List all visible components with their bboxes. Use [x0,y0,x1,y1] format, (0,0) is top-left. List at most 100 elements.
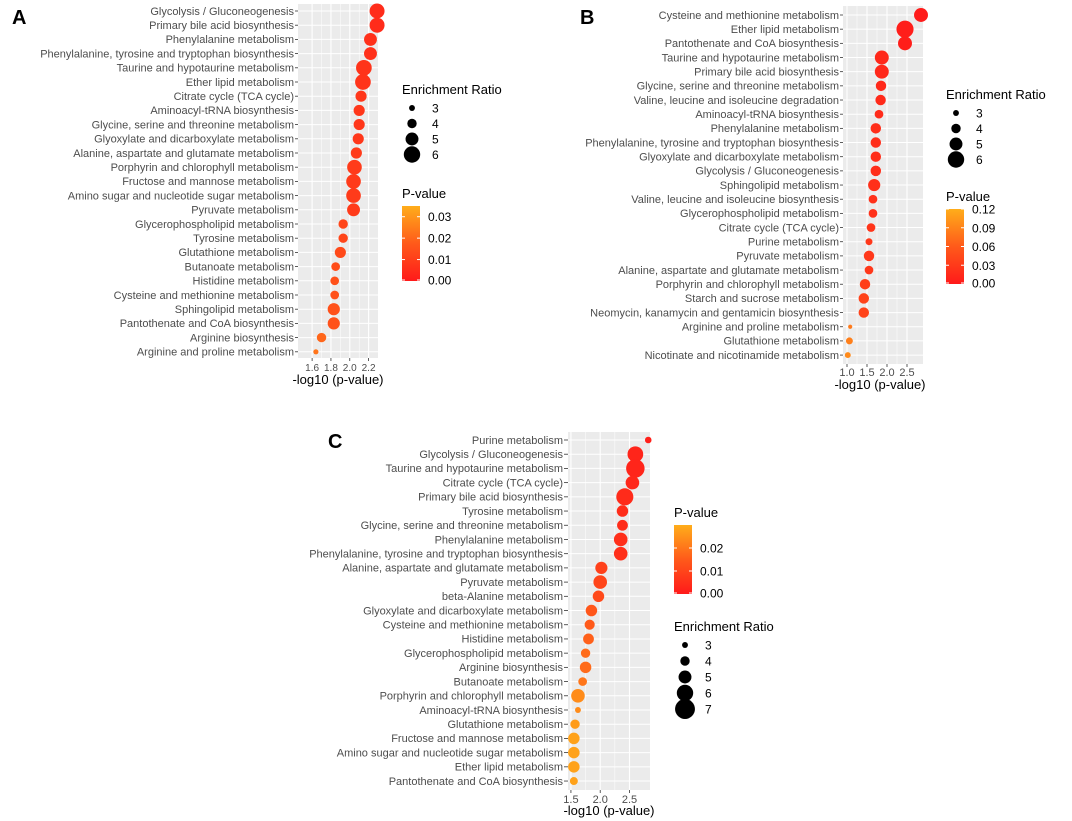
panel-a-pathway-label: Phenylalanine metabolism [166,34,294,46]
panel-b-data-point: Valine, leucine and isoleucine biosynthe… [868,194,878,204]
panel-c-color-bar [674,525,692,594]
panel-a-size-legend-dot [409,105,415,111]
panel-b-pathway-label: Sphingolipid metabolism [720,180,839,192]
panel-b-data-point: Arginine and proline metabolism [848,324,853,329]
panel-a-data-point: Citrate cycle (TCA cycle) [355,90,367,102]
panel-b-pathway-label: Aminoacyl-tRNA biosynthesis [695,109,839,121]
panel-b-pathway-label: Purine metabolism [748,237,839,249]
panel-a-pathway-label: Arginine biosynthesis [190,332,294,344]
panel-b-pathway-label: Arginine and proline metabolism [682,322,839,334]
panel-c-pathway-label: Pantothenate and CoA biosynthesis [389,776,564,788]
panel-b-x-tick-label: 1.5 [859,367,874,379]
panel-c-pathway-label: Tyrosine metabolism [462,506,563,518]
panel-b-x-tick-label: 2.5 [899,367,914,379]
panel-c-pathway-label: Glycerophospholipid metabolism [404,648,563,660]
panel-a-data-point: Glyoxylate and dicarboxylate metabolism [352,133,364,145]
panel-a-x-tick-label: 2.2 [362,363,376,374]
panel-c-data-point: Pantothenate and CoA biosynthesis [569,777,578,786]
panel-b-size-legend-dot [949,137,963,151]
panel-a-data-point: Histidine metabolism [330,276,340,286]
panel-a-pathway-label: Glutathione metabolism [178,247,294,259]
panel-c-x-ticks: 1.5 2.0 2.5 [563,790,637,806]
panel-c-data-point: Cysteine and methionine metabolism [584,619,595,630]
panel-c-size-legend-dot [676,684,694,702]
panel-b-pathway-label: Pyruvate metabolism [736,251,839,263]
panel-b-data-point: Glycolysis / Gluconeogenesis [870,165,882,177]
panel-b-data-point: Glycerophospholipid metabolism [868,209,878,218]
panel-a-data-point: Porphyrin and chlorophyll metabolism [347,159,362,175]
panel-a-data-point: Aminoacyl-tRNA biosynthesis [353,104,365,116]
panel-b-pathway-label: Phenylalanine metabolism [711,123,839,135]
panel-b-data-point: Citrate cycle (TCA cycle) [866,223,876,232]
panel-b-color-legend-label: 0.03 [972,259,996,273]
panel-a-data-point: Arginine biosynthesis [316,332,327,343]
panel-a-data-point: Amino sugar and nucleotide sugar metabol… [346,188,361,203]
panel-a-pathway-label: Arginine and proline metabolism [137,347,294,359]
panel-a-color-legend-label: 0.02 [428,232,452,246]
panel-a-data-point: Sphingolipid metabolism [327,303,340,316]
panel-a-pathway-label: Alanine, aspartate and glutamate metabol… [73,148,294,160]
panel-c-size-legend-label: 7 [705,703,712,717]
panel-b-data-point: Valine, leucine and isoleucine degradati… [875,94,886,106]
panel-b-pathway-label: Nicotinate and nicotinamide metabolism [645,350,839,362]
panel-a-pathway-labels: Glycolysis / Gluconeogenesis Primary bile… [40,6,298,359]
panel-b-data-point: Pantothenate and CoA biosynthesis [898,36,912,51]
panel-b-data-point: Cysteine and methionine metabolism [914,8,928,22]
panel-b-pathway-label: Starch and sucrose metabolism [685,293,839,305]
panel-a-data-point: Butanoate metabolism [331,262,340,271]
panel-a-data-point: Tyrosine metabolism [338,233,348,243]
panel-a-pathway-label: Histidine metabolism [193,276,294,288]
panel-a-pathway-label: Citrate cycle (TCA cycle) [174,91,294,103]
panel-a-size-legend-label: 6 [432,148,439,162]
panel-b-data-point: Phenylalanine, tyrosine and tryptophan b… [870,137,882,148]
panel-c-color-legend-label: 0.01 [700,565,724,579]
panel-c-size-legend-dot [675,699,695,719]
panel-c-data-point: Ether lipid metabolism [568,761,580,773]
panel-c-data-point: Phenylalanine metabolism [613,532,628,547]
panel-c-data-point: Citrate cycle (TCA cycle) [625,475,640,490]
panel-b-x-axis-title: -log10 (p-value) [834,377,925,392]
panel-b-size-legend-label: 3 [976,107,983,121]
panel-b-data-point: Purine metabolism [865,238,873,246]
panel-c-data-point: Taurine and hypotaurine metabolism [626,459,645,478]
panel-c-pathway-label: Taurine and hypotaurine metabolism [386,463,563,475]
panel-a-pathway-label: Porphyrin and chlorophyll metabolism [111,162,294,174]
panel-a-pathway-label: Glycine, serine and threonine metabolism [92,119,294,131]
panel-b-data-point: Ether lipid metabolism [896,20,914,38]
panel-b-pathway-label: Phenylalanine, tyrosine and tryptophan b… [585,137,839,149]
panel-c-data-point: Aminoacyl-tRNA biosynthesis [575,707,581,713]
panel-c-data-point: Glycine, serine and threonine metabolism [617,519,628,531]
panel-c-x-tick-label: 2.5 [622,794,637,806]
panel-b-color-bar [946,209,964,284]
panel-a-x-axis-title: -log10 (p-value) [292,372,383,387]
panel-a-pathway-label: Amino sugar and nucleotide sugar metabol… [68,190,294,202]
panel-label-b: B [580,7,594,29]
panel-a-data-point: Pyruvate metabolism [347,203,360,217]
panel-c-data-point: Tyrosine metabolism [616,505,629,517]
panel-a-data-point: Phenylalanine metabolism [364,32,377,46]
panel-c-pathway-label: Glutathione metabolism [447,719,563,731]
panel-c-data-point: Glyoxylate and dicarboxylate metabolism [585,604,598,617]
panel-a-pathway-label: Glyoxylate and dicarboxylate metabolism [94,134,294,146]
panel-c-pathway-label: Arginine biosynthesis [459,662,563,674]
panel-b-pathway-label: Valine, leucine and isoleucine biosynthe… [631,194,839,206]
panel-a-size-legend: Enrichment Ratio 34 56 [402,82,502,163]
panel-a-data-point: Pantothenate and CoA biosynthesis [327,317,340,330]
panel-c-data-point: Alanine, aspartate and glutamate metabol… [595,561,608,574]
panel-a-size-legend-title: Enrichment Ratio [402,82,502,97]
panel-b-pathway-label: Cysteine and methionine metabolism [659,10,839,22]
panel-a-pathway-label: Taurine and hypotaurine metabolism [117,63,294,75]
panel-b-size-legend-dot [947,151,965,168]
panel-c-data-point: Phenylalanine, tyrosine and tryptophan b… [613,546,628,561]
panel-b-pathway-label: Pantothenate and CoA biosynthesis [665,38,840,50]
panel-a-x-ticks: 1.6 1.8 2.0 2.2 [305,358,376,374]
panel-a-pathway-label: Ether lipid metabolism [186,77,294,89]
panel-b-pathway-label: Glycerophospholipid metabolism [680,208,839,220]
panel-b-pathway-label: Citrate cycle (TCA cycle) [719,222,839,234]
panel-a-pathway-label: Glycolysis / Gluconeogenesis [150,6,294,18]
panel-b-data-point: Aminoacyl-tRNA biosynthesis [874,109,884,119]
panel-a-pathway-label: Pyruvate metabolism [191,205,294,217]
panel-c-pathway-label: Aminoacyl-tRNA biosynthesis [419,705,563,717]
